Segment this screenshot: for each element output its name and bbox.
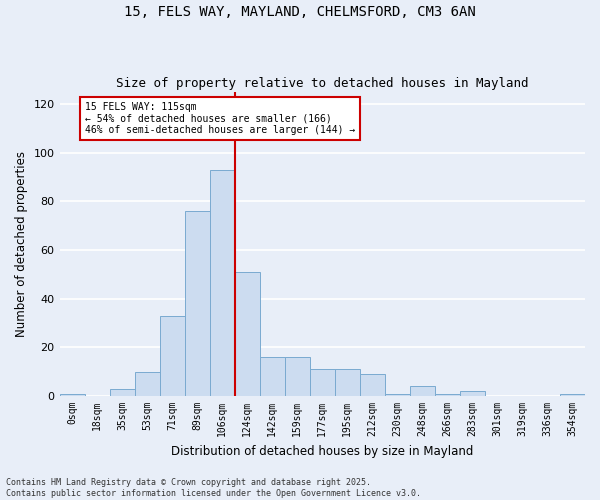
Bar: [110, 389, 134, 396]
Bar: [260, 357, 285, 396]
Bar: [235, 272, 260, 396]
Text: Contains HM Land Registry data © Crown copyright and database right 2025.
Contai: Contains HM Land Registry data © Crown c…: [6, 478, 421, 498]
Bar: [134, 372, 160, 396]
Bar: [59, 394, 85, 396]
Bar: [185, 211, 209, 396]
Bar: [285, 357, 310, 396]
Title: Size of property relative to detached houses in Mayland: Size of property relative to detached ho…: [116, 76, 529, 90]
Bar: [410, 386, 435, 396]
Bar: [460, 391, 485, 396]
Bar: [310, 370, 335, 396]
X-axis label: Distribution of detached houses by size in Mayland: Distribution of detached houses by size …: [171, 444, 473, 458]
Bar: [360, 374, 385, 396]
Bar: [385, 394, 410, 396]
Y-axis label: Number of detached properties: Number of detached properties: [15, 151, 28, 337]
Text: 15 FELS WAY: 115sqm
← 54% of detached houses are smaller (166)
46% of semi-detac: 15 FELS WAY: 115sqm ← 54% of detached ho…: [85, 102, 355, 135]
Bar: [160, 316, 185, 396]
Bar: [335, 370, 360, 396]
Bar: [435, 394, 460, 396]
Bar: [209, 170, 235, 396]
Bar: [560, 394, 585, 396]
Text: 15, FELS WAY, MAYLAND, CHELMSFORD, CM3 6AN: 15, FELS WAY, MAYLAND, CHELMSFORD, CM3 6…: [124, 5, 476, 19]
